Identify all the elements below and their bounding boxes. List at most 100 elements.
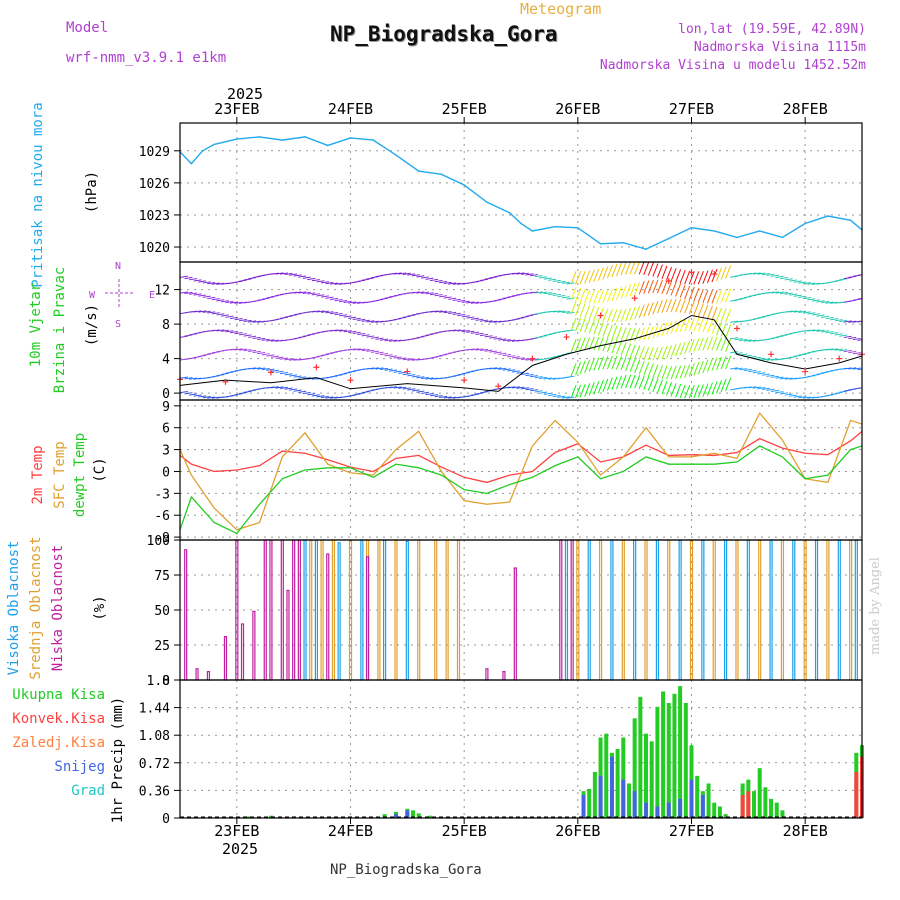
panel-frame <box>179 679 863 819</box>
wind-barb <box>739 338 748 342</box>
wind-barb <box>821 315 830 318</box>
wind-barb <box>716 337 723 351</box>
precip-bar <box>678 686 683 818</box>
wind-barb <box>229 316 238 320</box>
wind-barb <box>548 292 557 296</box>
wind-barb <box>302 291 311 294</box>
wind-barb <box>811 313 820 316</box>
cloud-bar <box>405 540 409 681</box>
wind-barb <box>670 320 677 334</box>
wind-barb <box>825 348 834 351</box>
wind-barb <box>757 372 766 375</box>
precip-bar <box>740 795 745 818</box>
wind-barb <box>411 358 420 361</box>
wind-barb <box>602 378 609 393</box>
wind-barb <box>448 396 457 399</box>
wind-barb <box>543 377 552 380</box>
wind-barb <box>266 354 275 357</box>
cloud-bar <box>854 539 858 681</box>
compass-arrows <box>105 279 133 307</box>
wind-barb <box>411 274 420 277</box>
wind-barb <box>402 387 411 390</box>
model-altitude-text: Nadmorska Visina u modelu 1452.52m <box>599 58 866 73</box>
wind-barb <box>298 275 307 278</box>
wind-barb <box>366 367 375 370</box>
wind-barb <box>516 386 525 389</box>
wind-barb <box>502 353 511 357</box>
wind-barb <box>352 301 361 304</box>
wind-barb <box>739 368 748 371</box>
panel-frame <box>179 539 863 681</box>
cloud-bar <box>485 668 489 681</box>
wind-barb <box>561 310 570 314</box>
wind-barb <box>443 396 452 399</box>
wind-barb <box>393 370 402 373</box>
sfc-axis-title: SFC Temp <box>52 441 68 508</box>
wind-barb <box>566 311 575 314</box>
wind-barb <box>425 292 434 295</box>
wind-barb <box>656 365 663 379</box>
wind-barb <box>425 277 434 280</box>
wind-barb <box>484 277 493 280</box>
wind-barb <box>770 375 780 378</box>
wind-barb <box>202 281 211 284</box>
wind-barb <box>266 339 275 342</box>
wind-barb <box>697 303 704 317</box>
wind-barb <box>311 394 320 397</box>
wind-barb <box>706 336 713 351</box>
precip-bar <box>644 802 649 818</box>
cloud-bar <box>769 539 773 681</box>
pressure-point <box>326 144 329 147</box>
wind-barb <box>634 305 641 320</box>
wind-barb <box>679 384 686 399</box>
wind-gust-marker <box>529 355 536 362</box>
wind-barb <box>770 274 780 277</box>
wind-barb <box>243 390 252 393</box>
wind-barb <box>634 359 641 374</box>
wind-barb <box>457 329 466 332</box>
bottom-year-label: 2025 <box>222 840 258 858</box>
precip-bar <box>763 787 768 818</box>
wind-barb <box>861 297 862 298</box>
wind-barb <box>684 364 691 378</box>
pressure-point <box>190 162 193 165</box>
panel-frame <box>179 122 863 263</box>
wind-barb <box>748 272 757 275</box>
wind-barb <box>361 390 370 394</box>
pressure-point <box>236 138 238 140</box>
wind-barb <box>348 348 357 351</box>
wind-barb <box>289 374 298 377</box>
wind-barb <box>448 282 457 285</box>
wind-barb <box>411 389 420 392</box>
wind-barb <box>452 298 461 302</box>
wind-barb <box>720 378 727 393</box>
wind-barb <box>243 319 252 323</box>
wind-barb <box>266 386 275 389</box>
wind-barb <box>575 288 582 302</box>
compass-east-label: E <box>149 290 155 301</box>
wind-barb <box>270 386 279 389</box>
cloud-bar <box>735 539 739 681</box>
precip-bar <box>752 791 757 818</box>
y-tick-label: 4 <box>162 353 170 368</box>
wind-barb <box>357 318 366 322</box>
top-date-tick-label: 28FEB <box>783 100 828 118</box>
wind-barb <box>793 310 802 313</box>
wind-barb <box>493 351 502 354</box>
wind-barb <box>730 337 739 340</box>
pressure-point <box>417 170 420 172</box>
wind-barb <box>298 376 307 379</box>
wind-barb <box>834 391 843 395</box>
wind-barb <box>830 318 839 321</box>
wind-barb <box>780 291 789 295</box>
wind-barb <box>248 277 257 280</box>
wind-barbs <box>180 262 862 399</box>
wind-barb <box>606 309 613 323</box>
wind-barb <box>420 391 429 394</box>
wind-barb <box>688 339 695 353</box>
wind-barb <box>434 294 443 297</box>
wind-barb <box>489 320 498 323</box>
wind-barb <box>284 373 293 376</box>
precip-bar <box>746 791 751 818</box>
